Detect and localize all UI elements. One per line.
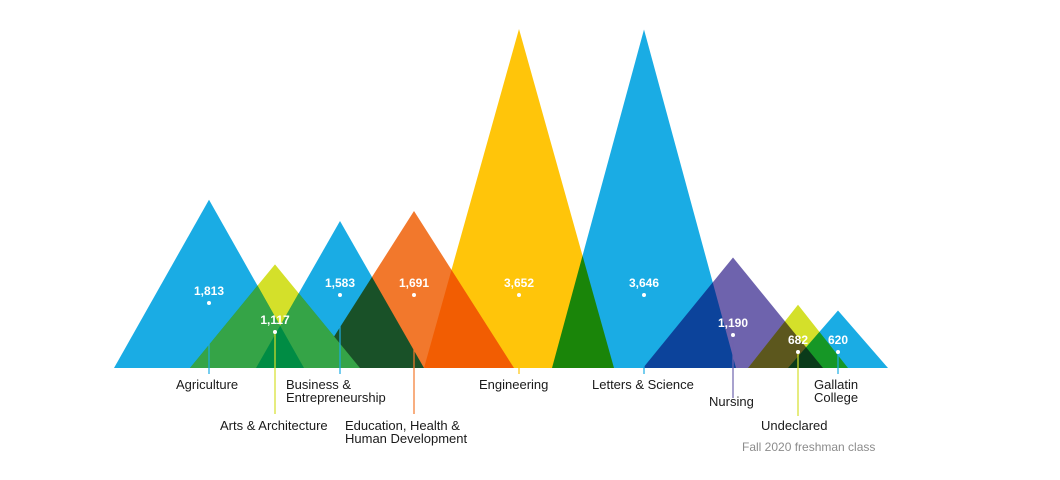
- category-label-line: Arts & Architecture: [220, 418, 328, 433]
- peak-9: [788, 310, 888, 368]
- category-label-line: Nursing: [709, 394, 754, 409]
- overlap-1-2-3: [256, 325, 304, 368]
- value-label-7: 1,190: [718, 316, 748, 330]
- value-label-9: 620: [828, 333, 848, 347]
- category-label-4: Education, Health & Human Development: [345, 418, 468, 446]
- leader-dot-3: [338, 293, 342, 297]
- leader-lines-layer: [207, 293, 840, 416]
- category-label-line: Letters & Science: [592, 377, 694, 392]
- value-label-3: 1,583: [325, 276, 355, 290]
- category-label-line: College: [814, 390, 858, 405]
- leader-dot-4: [412, 293, 416, 297]
- leader-dot-1: [207, 301, 211, 305]
- category-label-2: Arts & Architecture: [220, 418, 328, 433]
- category-label-line: Engineering: [479, 377, 548, 392]
- category-label-3: Business & Entrepreneurship: [286, 377, 386, 405]
- leader-dot-9: [836, 350, 840, 354]
- category-label-line: Gallatin: [814, 377, 858, 392]
- leader-dot-2: [273, 330, 277, 334]
- category-label-line: Education, Health &: [345, 418, 460, 433]
- value-label-4: 1,691: [399, 276, 429, 290]
- category-label-5: Engineering: [479, 377, 548, 392]
- category-label-line: Undeclared: [761, 418, 828, 433]
- category-label-line: Entrepreneurship: [286, 390, 386, 405]
- category-label-line: Business &: [286, 377, 351, 392]
- value-label-2: 1,117: [260, 313, 290, 327]
- value-label-5: 3,652: [504, 276, 534, 290]
- category-label-9: Gallatin College: [814, 377, 858, 405]
- chart-note: Fall 2020 freshman class: [742, 440, 875, 454]
- category-label-line: Human Development: [345, 431, 468, 446]
- leader-dot-8: [796, 350, 800, 354]
- category-label-8: Undeclared: [761, 418, 828, 433]
- value-label-8: 682: [788, 333, 808, 347]
- leader-dot-6: [642, 293, 646, 297]
- category-label-7: Nursing: [709, 394, 754, 409]
- category-labels-layer: Agriculture Arts & Architecture Business &…: [176, 377, 858, 446]
- category-label-1: Agriculture: [176, 377, 238, 392]
- peak-6: [552, 29, 736, 369]
- value-labels-layer: 1,813 1,117 1,583 1,691 3,652 3,646 1,190 682 62…: [194, 276, 848, 347]
- leader-dot-7: [731, 333, 735, 337]
- value-label-6: 3,646: [629, 276, 659, 290]
- leader-dot-5: [517, 293, 521, 297]
- peak-5: [424, 29, 614, 368]
- category-label-line: Agriculture: [176, 377, 238, 392]
- value-label-1: 1,813: [194, 284, 224, 298]
- category-label-6: Letters & Science: [592, 377, 694, 392]
- peaks-layer: [114, 29, 888, 369]
